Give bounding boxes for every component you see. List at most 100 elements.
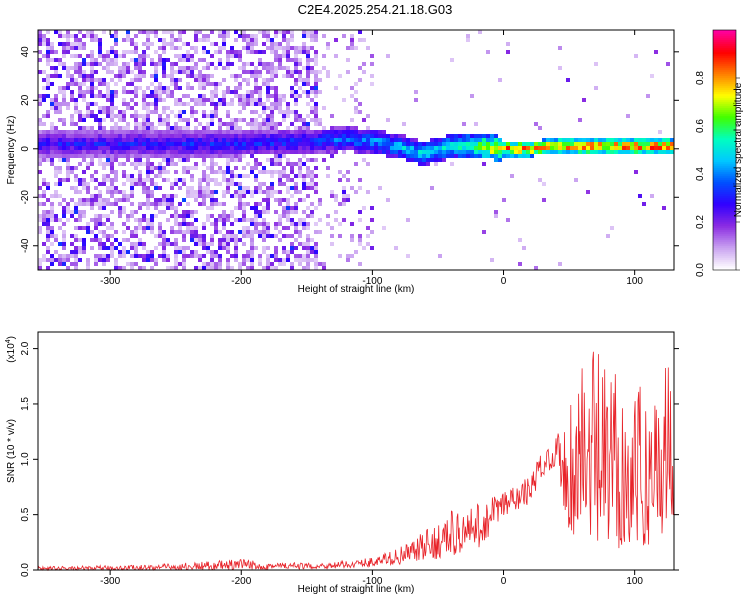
spectrogram-cell xyxy=(414,146,418,150)
spectrogram-cell xyxy=(274,134,278,138)
colorbar-band xyxy=(713,252,736,255)
spectrogram-cell xyxy=(42,122,46,126)
spectrogram-cell xyxy=(326,42,330,46)
spectrogram-cell xyxy=(54,66,58,70)
spectrogram-cell xyxy=(102,214,106,218)
spectrogram-cell xyxy=(114,30,118,34)
spectrogram-cell xyxy=(42,194,46,198)
spectrogram-cell xyxy=(90,202,94,206)
spectrogram-cell xyxy=(402,142,406,146)
spectrogram-cell xyxy=(186,130,190,134)
spectrogram-cell xyxy=(122,170,126,174)
spectrogram-cell xyxy=(62,130,66,134)
spectrogram-cell xyxy=(314,222,318,226)
spectrogram-cell xyxy=(334,198,338,202)
spectrogram-cell xyxy=(230,174,234,178)
spectrogram-cell xyxy=(286,202,290,206)
spectrogram-cell xyxy=(190,214,194,218)
spectrogram-cell xyxy=(134,50,138,54)
spectrogram-cell xyxy=(86,30,90,34)
spectrogram-cell xyxy=(114,122,118,126)
spectrogram-cell xyxy=(138,222,142,226)
spectrogram-cell xyxy=(290,194,294,198)
spectrogram-cell xyxy=(206,186,210,190)
spectrogram-cell xyxy=(158,94,162,98)
spectrogram-cell xyxy=(634,54,638,58)
spectrogram-cell xyxy=(558,146,562,150)
spectrogram-cell xyxy=(162,122,166,126)
spectrogram-cell xyxy=(170,134,174,138)
spectrogram-cell xyxy=(58,166,62,170)
spectrogram-cell xyxy=(194,142,198,146)
spectrogram-cell xyxy=(486,154,490,158)
spectrogram-cell xyxy=(342,134,346,138)
spectrogram-cell xyxy=(158,150,162,154)
spectrogram-cell xyxy=(110,142,114,146)
spectrogram-cell xyxy=(130,154,134,158)
spectrogram-cell xyxy=(214,110,218,114)
spectrogram-cell xyxy=(378,146,382,150)
spectrogram-cell xyxy=(66,138,70,142)
spectrogram-cell xyxy=(186,94,190,98)
spectrogram-cell xyxy=(270,170,274,174)
spectrogram-cell xyxy=(82,58,86,62)
colorbar-band xyxy=(713,212,736,215)
spectrogram-cell xyxy=(126,250,130,254)
spectrogram-cell xyxy=(58,130,62,134)
spectrogram-cell xyxy=(266,198,270,202)
spectrogram-cell xyxy=(294,206,298,210)
spectrogram-cell xyxy=(290,222,294,226)
spectrogram-cell xyxy=(246,142,250,146)
spectrogram-cell xyxy=(162,98,166,102)
spectrogram-cell xyxy=(226,238,230,242)
spectrogram-cell xyxy=(598,142,602,146)
spectrogram-cell xyxy=(246,122,250,126)
spectrogram-cell xyxy=(350,222,354,226)
spectrogram-cell xyxy=(226,190,230,194)
spectrogram-cell xyxy=(370,74,374,78)
spectrogram-cell xyxy=(82,62,86,66)
spectrogram-cell xyxy=(334,218,338,222)
spectrogram-cell xyxy=(142,62,146,66)
spectrogram-cell xyxy=(530,154,534,158)
spectrogram-cell xyxy=(238,134,242,138)
spectrogram-x-tick-label: -200 xyxy=(231,276,251,287)
spectrogram-cell xyxy=(238,206,242,210)
snr-y-tick-label: 1.5 xyxy=(20,397,31,411)
spectrogram-cell xyxy=(62,54,66,58)
spectrogram-cell xyxy=(182,258,186,262)
spectrogram-cell xyxy=(278,58,282,62)
spectrogram-cell xyxy=(294,54,298,58)
spectrogram-cell xyxy=(354,142,358,146)
spectrogram-cell xyxy=(86,110,90,114)
spectrogram-cell xyxy=(166,218,170,222)
spectrogram-cell xyxy=(246,50,250,54)
spectrogram-cell xyxy=(326,134,330,138)
spectrogram-cell xyxy=(126,130,130,134)
spectrogram-cell xyxy=(42,134,46,138)
colorbar-band xyxy=(713,44,736,47)
spectrogram-cell xyxy=(254,174,258,178)
spectrogram-cell xyxy=(190,74,194,78)
spectrogram-cell xyxy=(78,62,82,66)
spectrogram-cell xyxy=(230,210,234,214)
spectrogram-cell xyxy=(106,146,110,150)
spectrogram-cell xyxy=(194,66,198,70)
spectrogram-cell xyxy=(266,186,270,190)
spectrogram-cell xyxy=(662,150,666,154)
spectrogram-cell xyxy=(598,150,602,154)
spectrogram-cell xyxy=(210,242,214,246)
spectrogram-cell xyxy=(314,250,318,254)
spectrogram-cell xyxy=(106,142,110,146)
spectrogram-cell xyxy=(310,250,314,254)
spectrogram-cell xyxy=(174,154,178,158)
spectrogram-cell xyxy=(322,266,326,270)
spectrogram-cell xyxy=(186,202,190,206)
spectrogram-cell xyxy=(214,138,218,142)
spectrogram-cell xyxy=(670,146,674,150)
spectrogram-cell xyxy=(294,66,298,70)
spectrogram-cell xyxy=(238,94,242,98)
spectrogram-cell xyxy=(50,150,54,154)
spectrogram-cell xyxy=(150,250,154,254)
spectrogram-cell xyxy=(266,98,270,102)
